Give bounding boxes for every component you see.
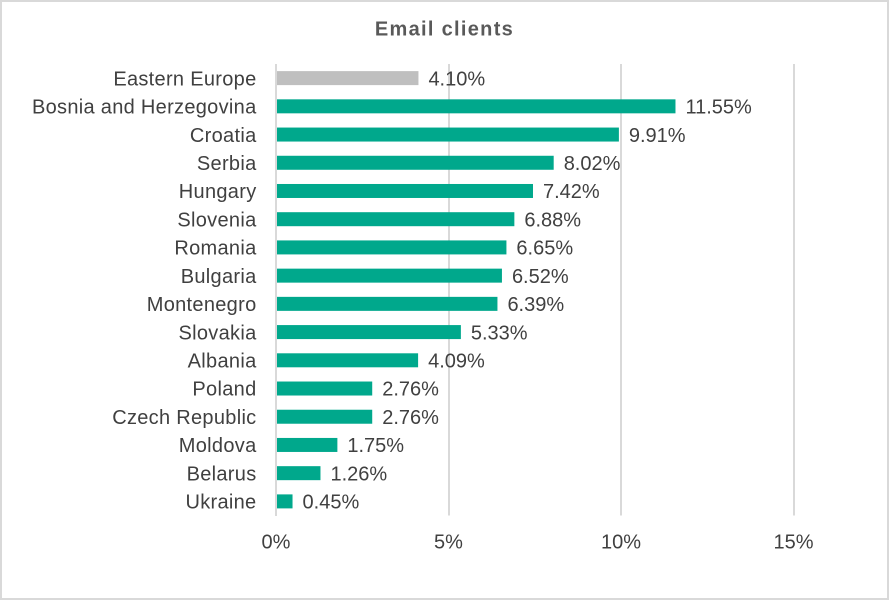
svg-text:Email clients: Email clients xyxy=(375,19,514,41)
svg-text:11.55%: 11.55% xyxy=(685,97,752,119)
svg-text:1.75%: 1.75% xyxy=(347,435,404,457)
svg-text:Hungary: Hungary xyxy=(179,181,257,203)
svg-text:8.02%: 8.02% xyxy=(564,153,621,175)
svg-text:1.26%: 1.26% xyxy=(330,463,387,485)
svg-text:0%: 0% xyxy=(262,532,291,554)
svg-text:Ukraine: Ukraine xyxy=(185,492,256,514)
svg-text:2.76%: 2.76% xyxy=(382,407,439,429)
svg-text:Bulgaria: Bulgaria xyxy=(181,266,257,288)
svg-text:2.76%: 2.76% xyxy=(382,379,439,401)
svg-text:Bosnia and Herzegovina: Bosnia and Herzegovina xyxy=(32,97,257,119)
svg-text:Belarus: Belarus xyxy=(187,463,257,485)
svg-text:Croatia: Croatia xyxy=(190,125,257,147)
svg-text:Moldova: Moldova xyxy=(179,435,257,457)
svg-text:Romania: Romania xyxy=(174,238,257,260)
svg-text:Albania: Albania xyxy=(188,351,257,373)
svg-text:Montenegro: Montenegro xyxy=(147,294,257,316)
svg-text:Poland: Poland xyxy=(192,379,256,401)
svg-text:Czech Republic: Czech Republic xyxy=(112,407,256,429)
svg-text:5%: 5% xyxy=(434,532,463,554)
svg-text:10%: 10% xyxy=(601,532,641,554)
svg-text:0.45%: 0.45% xyxy=(303,492,360,514)
svg-text:4.10%: 4.10% xyxy=(428,68,485,90)
svg-text:5.33%: 5.33% xyxy=(471,322,528,344)
svg-text:4.09%: 4.09% xyxy=(428,351,485,373)
svg-text:6.39%: 6.39% xyxy=(507,294,564,316)
svg-text:7.42%: 7.42% xyxy=(543,181,600,203)
svg-text:6.88%: 6.88% xyxy=(524,209,581,231)
svg-text:6.65%: 6.65% xyxy=(516,238,573,260)
svg-text:Serbia: Serbia xyxy=(197,153,257,175)
svg-text:Slovakia: Slovakia xyxy=(179,322,258,344)
svg-text:6.52%: 6.52% xyxy=(512,266,569,288)
svg-text:Eastern Europe: Eastern Europe xyxy=(113,68,256,90)
svg-text:9.91%: 9.91% xyxy=(629,125,686,147)
svg-text:15%: 15% xyxy=(773,532,813,554)
svg-text:Slovenia: Slovenia xyxy=(177,209,257,231)
